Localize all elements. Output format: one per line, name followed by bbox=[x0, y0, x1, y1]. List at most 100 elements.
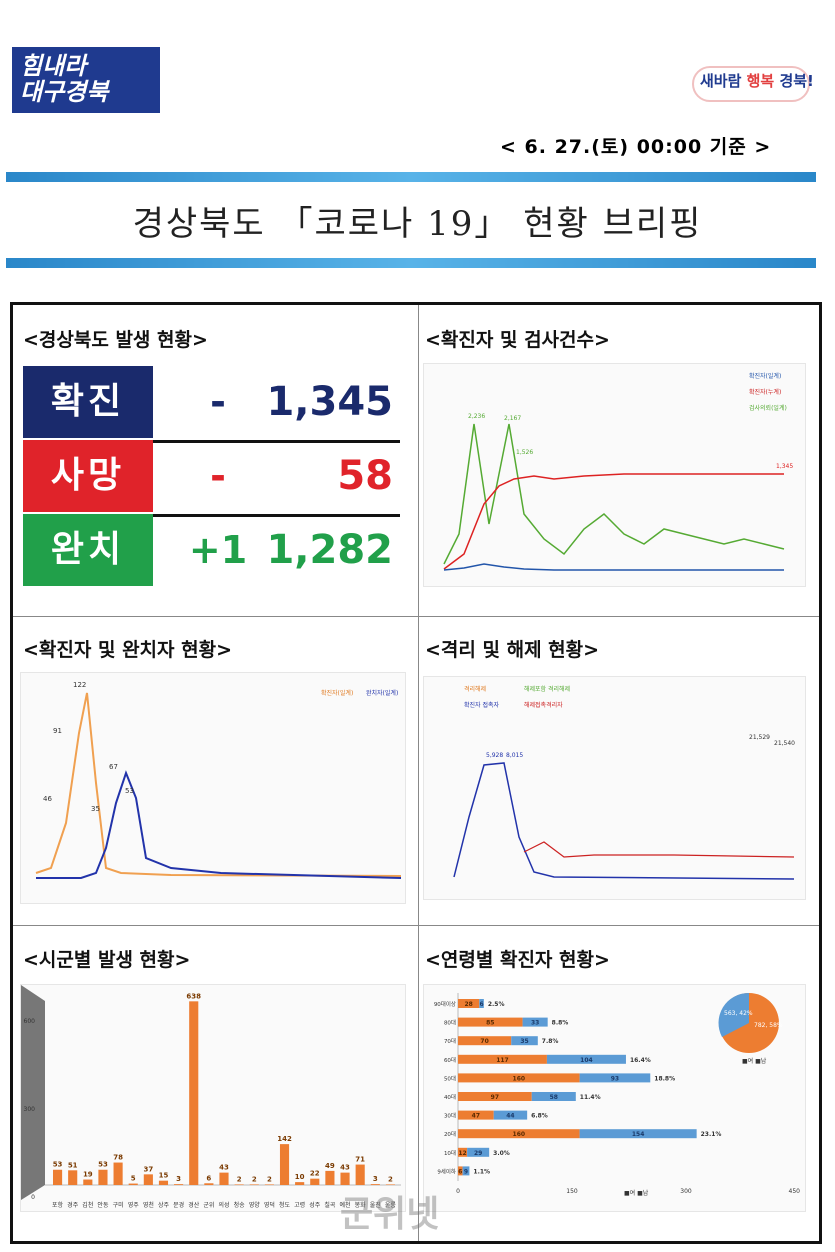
region-bar-value: 53 bbox=[53, 1161, 63, 1169]
recovery-peak-label-6: 35 bbox=[91, 805, 100, 813]
region-chart-wall bbox=[21, 985, 45, 1200]
region-chart-svg: 600 300 0 53 포항 51 경주 19 김천 53 안동 78 구미 5 영주 37 영천 15 상… bbox=[21, 985, 401, 1209]
age-label: 80대 bbox=[444, 1019, 456, 1027]
age-percent: 16.4% bbox=[630, 1057, 651, 1064]
panel-row-divider-1 bbox=[13, 616, 819, 617]
section-title-region: <시군별 발생 현황> bbox=[23, 949, 191, 971]
region-bar bbox=[219, 1172, 229, 1185]
recovery-chart-svg: 확진자(일계) 완치자(일계) 122 91 67 53 46 35 bbox=[35, 681, 402, 879]
age-pie-male-label: 563, 42% bbox=[724, 1010, 753, 1017]
recovery-legend-1: 확진자(일계) bbox=[321, 689, 353, 697]
region-bar bbox=[128, 1183, 138, 1185]
age-label: 30대 bbox=[444, 1112, 456, 1120]
region-bar-value: 22 bbox=[310, 1170, 320, 1178]
age-percent: 6.8% bbox=[531, 1113, 548, 1120]
region-bar-label: 봉화 bbox=[355, 1201, 367, 1209]
tests-legend-3: 검사의뢰(일계) bbox=[749, 404, 787, 412]
age-bar-female bbox=[458, 1073, 580, 1083]
region-bar bbox=[204, 1183, 214, 1185]
age-male-value: 154 bbox=[632, 1131, 645, 1138]
region-bar-value: 2 bbox=[388, 1175, 393, 1183]
slogan-part-1: 새바람 bbox=[700, 72, 747, 90]
age-bar-female bbox=[458, 1166, 463, 1176]
recovery-chart: 확진자(일계) 완치자(일계) 122 91 67 53 46 35 bbox=[20, 672, 406, 904]
age-bar-male bbox=[531, 1092, 576, 1101]
region-bar bbox=[340, 1172, 350, 1185]
region-bar-value: 78 bbox=[113, 1154, 123, 1162]
stat-confirmed: 확진 - 1,345 bbox=[23, 366, 400, 443]
region-bar-value: 49 bbox=[325, 1162, 335, 1170]
stat-confirmed-label: 확진 bbox=[23, 366, 153, 438]
region-bar-label: 김천 bbox=[82, 1201, 93, 1209]
region-bar-value: 10 bbox=[295, 1173, 305, 1181]
isolation-peak-label-2: 8,015 bbox=[506, 752, 523, 759]
age-bar-male bbox=[462, 1166, 470, 1176]
region-bars: 53 포항 51 경주 19 김천 53 안동 78 구미 5 영주 37 영천 15 상주 3 문경 638 경산 6… bbox=[52, 992, 396, 1209]
recovery-peak-label-1: 122 bbox=[73, 681, 86, 689]
region-bar-value: 2 bbox=[237, 1175, 242, 1183]
age-male-value: 58 bbox=[550, 1094, 558, 1101]
stat-confirmed-value: 1,345 bbox=[266, 379, 393, 425]
recovery-peak-label-3: 67 bbox=[109, 763, 118, 771]
section-title-tests: <확진자 및 검사건수> bbox=[425, 329, 610, 351]
region-chart: 600 300 0 53 포항 51 경주 19 김천 53 안동 78 구미 5 영주 37 영천 15 상… bbox=[20, 984, 406, 1212]
section-title-age: <연령별 확진자 현황> bbox=[425, 949, 610, 971]
age-percent: 1.1% bbox=[473, 1168, 490, 1175]
recovery-peak-label-5: 46 bbox=[43, 795, 52, 803]
age-female-value: 12 bbox=[458, 1150, 466, 1157]
stat-divider bbox=[23, 440, 400, 443]
age-percent: 23.1% bbox=[701, 1131, 722, 1138]
region-bar-label: 고령 bbox=[294, 1201, 305, 1209]
age-bar-female bbox=[458, 1092, 532, 1101]
age-chart-svg: 90대이상 28 6 2.5% 80대 85 33 8.8% 70대 70 35 7.8% 60대 117… bbox=[434, 992, 800, 1197]
stat-recovered-value: 1,282 bbox=[266, 527, 393, 573]
isolation-series-contact-quarantine bbox=[523, 841, 795, 858]
region-bar-label: 칠곡 bbox=[324, 1201, 336, 1209]
age-bar-female bbox=[458, 1147, 468, 1157]
tests-series-confirmed bbox=[443, 563, 784, 571]
tests-chart: 확진자(일계) 확진자(누계) 검사의뢰(일계) 2,236 2,167 1,5… bbox=[423, 363, 806, 587]
region-bar bbox=[83, 1179, 93, 1185]
age-female-value: 160 bbox=[513, 1131, 526, 1138]
age-bar-male bbox=[579, 1129, 697, 1139]
isolation-legend-4: 해제접촉격리자 bbox=[524, 701, 563, 709]
region-bar-value: 638 bbox=[186, 992, 201, 1000]
tests-series-daily-tests bbox=[443, 423, 785, 565]
age-bar-male bbox=[493, 1110, 528, 1120]
region-bar bbox=[234, 1184, 244, 1185]
recovery-legend-2: 완치자(일계) bbox=[366, 689, 398, 697]
region-bar-label: 안동 bbox=[97, 1201, 109, 1209]
age-percent: 18.8% bbox=[654, 1075, 675, 1082]
region-bar-label: 군위 bbox=[203, 1201, 214, 1209]
region-bar-label: 청송 bbox=[234, 1201, 246, 1209]
age-percent: 8.8% bbox=[552, 1020, 569, 1027]
age-bar-female bbox=[458, 999, 480, 1008]
region-bar-label: 울릉 bbox=[385, 1202, 397, 1209]
age-chart: 90대이상 28 6 2.5% 80대 85 33 8.8% 70대 70 35 7.8% 60대 117… bbox=[423, 984, 806, 1212]
region-bar bbox=[113, 1162, 123, 1185]
age-male-value: 35 bbox=[520, 1038, 528, 1045]
bottom-divider-bar bbox=[6, 258, 816, 268]
age-female-value: 85 bbox=[486, 1020, 494, 1027]
age-label: 50대 bbox=[444, 1074, 456, 1082]
region-bar bbox=[143, 1174, 153, 1185]
region-bar-value: 2 bbox=[267, 1175, 272, 1183]
isolation-legend-2: 해제포함 격리해제 bbox=[524, 685, 570, 693]
tests-peak-label-2: 2,167 bbox=[504, 415, 521, 422]
region-bar bbox=[310, 1178, 320, 1185]
region-bar-label: 포항 bbox=[52, 1201, 64, 1209]
tests-series-cumulative bbox=[443, 473, 784, 570]
isolation-peak-label-3: 21,529 bbox=[749, 734, 770, 741]
age-male-value: 33 bbox=[531, 1020, 539, 1027]
region-bar bbox=[370, 1184, 380, 1185]
recovery-peak-label-2: 91 bbox=[53, 727, 62, 735]
region-bar-value: 37 bbox=[143, 1165, 153, 1173]
age-female-value: 28 bbox=[464, 1001, 472, 1008]
age-label: 10대 bbox=[444, 1149, 456, 1157]
stat-recovered-label: 완치 bbox=[23, 514, 153, 586]
age-xtick-3: 300 bbox=[680, 1188, 692, 1195]
age-male-value: 104 bbox=[580, 1057, 593, 1064]
age-male-value: 6 bbox=[479, 1001, 483, 1008]
region-bar-value: 19 bbox=[83, 1171, 93, 1179]
stat-divider bbox=[23, 514, 400, 517]
